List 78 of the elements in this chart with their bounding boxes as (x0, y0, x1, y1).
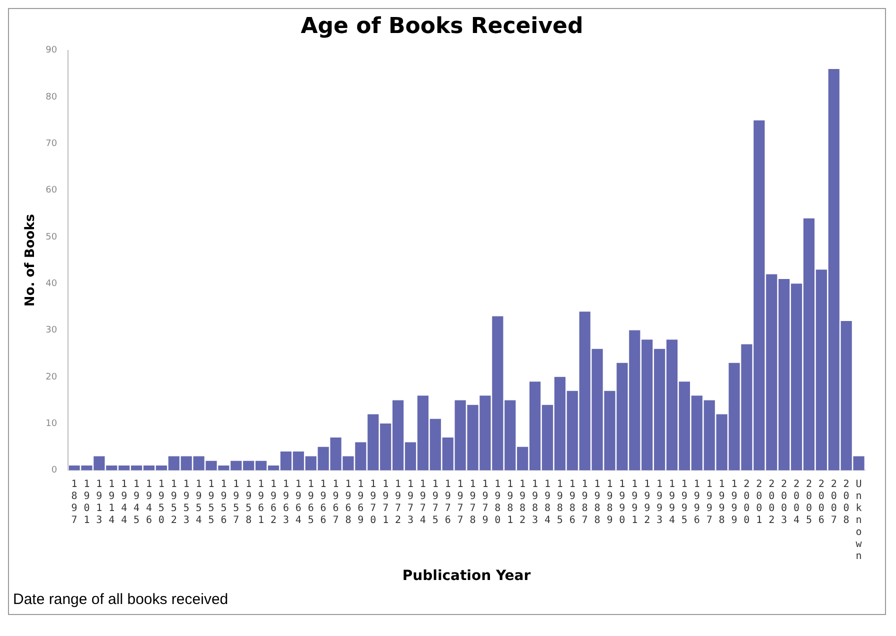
x-tick-label: 1990 (619, 478, 626, 526)
x-tick-label: 1982 (520, 478, 526, 526)
x-tick-label: 1945 (134, 478, 140, 526)
x-tick-label: 1996 (694, 478, 700, 526)
x-tick-label: 1970 (370, 478, 376, 526)
x-tick-label: 1983 (532, 478, 538, 526)
x-tick-label: 1998 (718, 478, 725, 526)
x-tick-label: 1981 (507, 478, 514, 526)
x-tick-label: 2007 (830, 478, 837, 526)
x-tick-label: 1976 (444, 478, 451, 526)
x-tick-label: 2000 (744, 478, 750, 526)
x-tick-label: 1955 (208, 478, 214, 526)
x-tick-label: 1994 (668, 478, 676, 526)
x-tick-label: 1992 (644, 478, 650, 526)
y-tick-label: 30 (46, 326, 58, 336)
x-tick-label: 1946 (146, 478, 152, 526)
x-tick-label: 2006 (818, 478, 824, 526)
y-tick-label: 60 (46, 186, 58, 196)
x-tick-label: 1974 (420, 478, 426, 526)
x-axis-title: Publication Year (402, 568, 531, 584)
x-tick-label: 1958 (246, 478, 252, 526)
x-tick-label: 1901 (84, 478, 90, 526)
y-tick-label: 0 (51, 466, 58, 476)
x-tick-label: 1957 (233, 478, 240, 526)
x-tick-label: 1984 (544, 478, 550, 526)
x-tick-label: 1985 (556, 478, 563, 526)
x-tick-label: 1956 (220, 478, 227, 526)
x-tick-label: 1987 (582, 478, 588, 526)
y-tick-label: 50 (46, 232, 58, 242)
x-tick-label: 1913 (96, 478, 102, 526)
x-tick-label: 1965 (308, 478, 314, 526)
x-tick-label: 1954 (196, 478, 202, 526)
x-tick-label: 2004 (793, 478, 800, 526)
x-tick-label: 2002 (768, 478, 775, 526)
x-tick-label: 1962 (270, 478, 277, 526)
x-tick-label: 1989 (606, 478, 613, 526)
y-tick-label: 20 (46, 372, 58, 382)
x-tick-label: 1967 (332, 478, 339, 526)
x-tick-label: 1971 (382, 478, 389, 526)
x-tick-label: 1991 (632, 478, 638, 526)
y-axis-title: No. of Books (23, 214, 38, 307)
x-tick-label: 1944 (121, 478, 128, 526)
y-tick-label: 80 (46, 92, 58, 102)
x-tick-label: 1993 (656, 478, 663, 526)
x-tick-label: 1973 (407, 478, 414, 526)
x-tick-label: 1914 (108, 478, 115, 526)
x-tick-label: 1969 (358, 478, 364, 526)
x-tick-label: 1952 (170, 478, 177, 526)
x-tick-label: 1961 (258, 478, 264, 526)
y-tick-label: 90 (46, 46, 58, 56)
x-tick-label: 2008 (843, 478, 850, 526)
x-tick-label: 1975 (432, 478, 438, 526)
x-tick-label: 1897 (71, 478, 78, 526)
x-tick-label: 1950 (158, 478, 164, 526)
x-tick-label: 1964 (295, 478, 302, 526)
text: Date range of all books received (12, 590, 230, 610)
x-tick-label: 2003 (781, 478, 788, 526)
y-tick-label: 70 (46, 139, 58, 150)
x-tick-label: 1997 (706, 478, 712, 526)
x-tick-label: 1995 (681, 478, 688, 526)
y-tick-label: 40 (46, 278, 58, 289)
x-tick-label: 2001 (756, 478, 762, 526)
x-tick-label: 1980 (494, 478, 501, 526)
x-tick-label: 1988 (594, 478, 600, 526)
y-tick-label: 10 (46, 418, 58, 429)
x-tick-label: 1968 (345, 478, 352, 526)
x-tick-label: 1978 (470, 478, 476, 526)
x-tick-label: 1986 (569, 478, 576, 526)
x-tick-label: 1966 (320, 478, 326, 526)
x-tick-label: 1972 (395, 478, 402, 526)
x-tick-label: 1999 (731, 478, 738, 526)
x-tick-label: 1979 (482, 478, 488, 526)
x-tick-label: 1977 (457, 478, 464, 526)
chart-title: Age of Books Received (300, 14, 584, 39)
x-tick-label: 2005 (806, 478, 812, 526)
x-tick-label: Unknown (856, 478, 863, 562)
x-tick-label: 1963 (282, 478, 289, 526)
x-tick-label: 1953 (183, 478, 190, 526)
